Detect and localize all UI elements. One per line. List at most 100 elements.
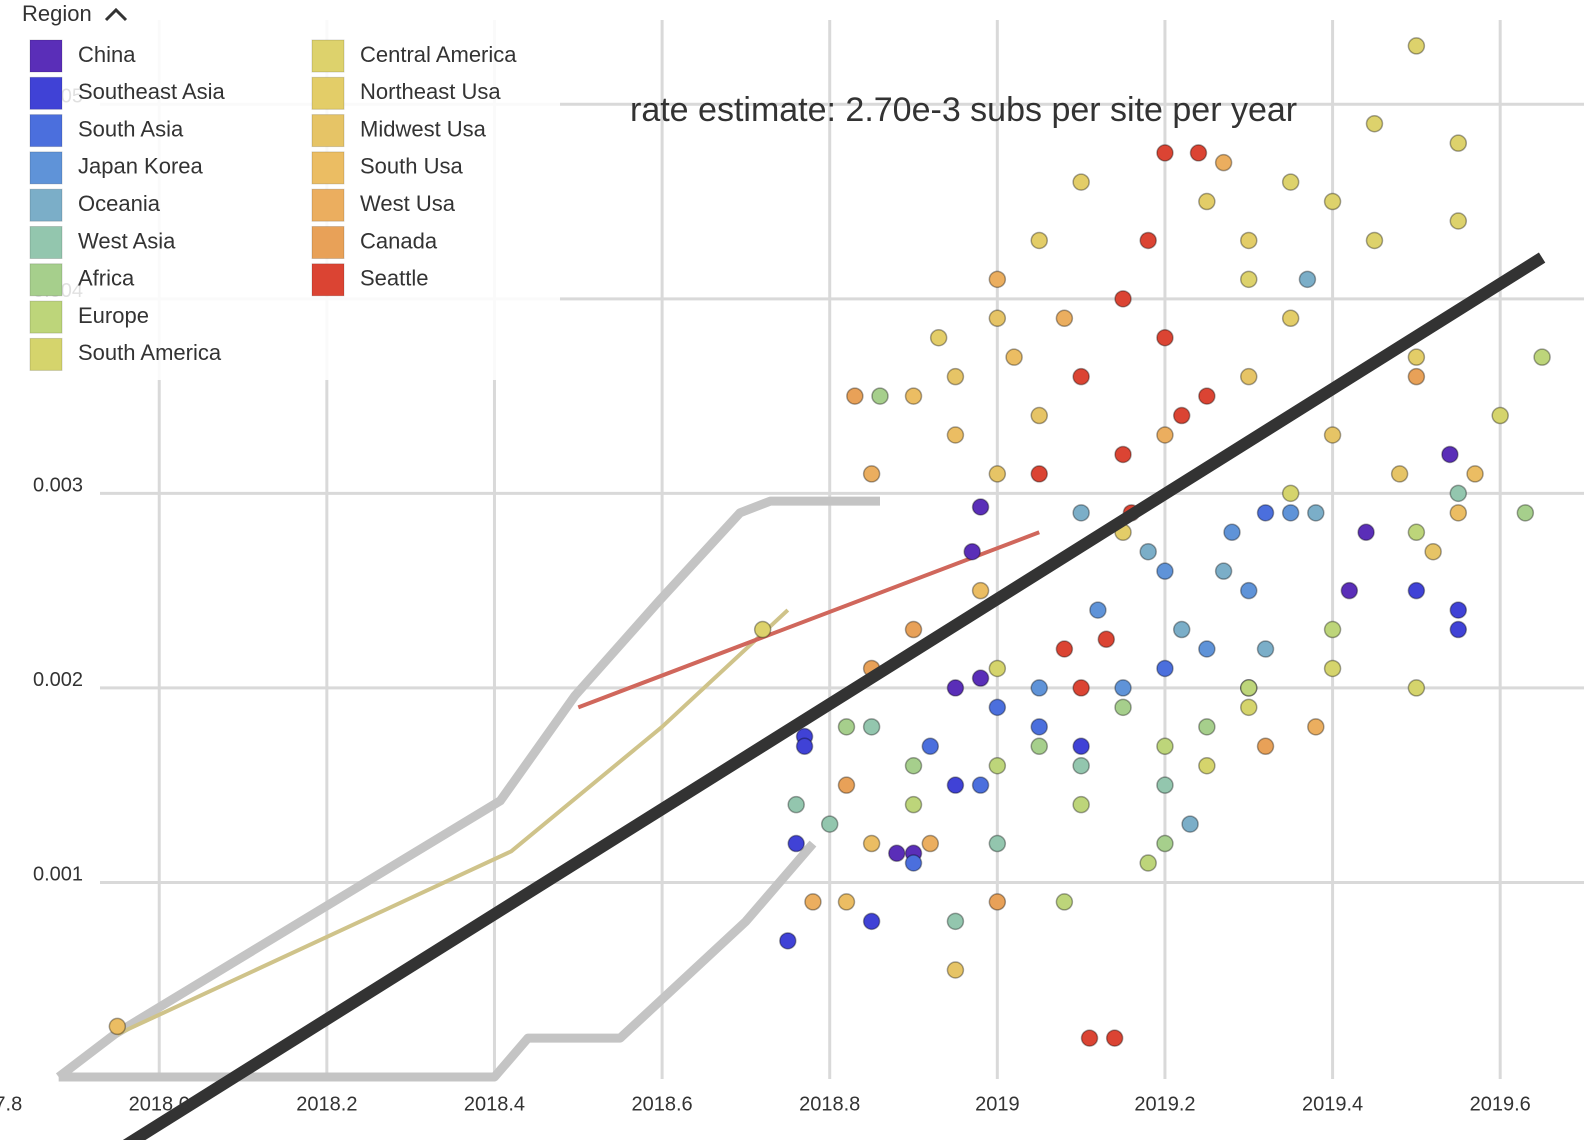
- tree-branch: [577, 530, 1040, 710]
- legend-toggle-caret[interactable]: [104, 7, 128, 22]
- tip-point: [1365, 231, 1384, 250]
- legend-swatch: [29, 151, 63, 185]
- legend-label: Oceania: [78, 191, 161, 216]
- tip-point: [1198, 718, 1216, 736]
- tip-point: [1072, 756, 1090, 775]
- legend-background: [0, 0, 560, 380]
- tip-point: [946, 679, 965, 697]
- tip-point: [1055, 640, 1074, 658]
- tip-point: [1156, 659, 1174, 678]
- legend-swatch: [311, 226, 345, 259]
- tip-point: [1139, 542, 1157, 561]
- tip-point: [787, 795, 805, 814]
- tip-point: [1030, 737, 1048, 756]
- tree-branches: [55, 496, 1040, 1082]
- tip-point: [1156, 328, 1174, 347]
- tip-point: [988, 270, 1007, 289]
- tip-point: [1240, 679, 1258, 697]
- tip-point: [1357, 523, 1375, 542]
- tip-point: [1005, 348, 1023, 366]
- tip-point: [1256, 737, 1275, 756]
- tip-point: [946, 426, 965, 444]
- x-tick-label: 2019.6: [1470, 1093, 1531, 1115]
- tip-point: [1105, 1029, 1124, 1047]
- tip-point: [1214, 562, 1233, 580]
- tip-point: [779, 932, 797, 950]
- tip-point: [1030, 231, 1048, 250]
- tip-point: [1323, 620, 1342, 639]
- legend-title[interactable]: Region: [22, 1, 92, 26]
- tree-branch: [116, 608, 790, 1037]
- tip-point: [1240, 698, 1258, 717]
- x-tick-label: 2019.4: [1302, 1093, 1363, 1115]
- tip-point: [1466, 465, 1484, 483]
- tip-point: [1323, 192, 1342, 211]
- tip-point: [862, 834, 881, 853]
- legend-swatch: [311, 151, 345, 185]
- tip-point: [1407, 523, 1426, 542]
- tip-point: [862, 912, 881, 931]
- tip-point: [1323, 426, 1342, 444]
- tip-point: [795, 737, 814, 756]
- tip-point: [1240, 367, 1258, 386]
- tip-point: [787, 834, 805, 853]
- legend-swatch: [29, 188, 63, 222]
- legend-label: South Usa: [360, 154, 463, 179]
- tip-point: [1156, 562, 1174, 580]
- tip-point: [904, 854, 923, 872]
- tip-point: [1256, 640, 1275, 658]
- legend-label: Midwest Usa: [360, 116, 487, 141]
- tip-point: [946, 367, 965, 386]
- tip-point: [804, 893, 822, 911]
- x-tick-label: 2019: [975, 1093, 1020, 1115]
- tip-point: [988, 465, 1007, 483]
- tip-point: [1323, 659, 1342, 678]
- legend-swatch: [311, 76, 345, 110]
- tip-point: [1156, 776, 1174, 794]
- tip-point: [1030, 679, 1048, 697]
- tip-point: [1407, 679, 1426, 697]
- x-tick-label: 2018.8: [799, 1093, 860, 1115]
- legend-swatch: [29, 300, 63, 334]
- tip-point: [1055, 309, 1074, 328]
- tip-point: [1198, 387, 1216, 405]
- tip-point: [846, 387, 864, 405]
- legend-swatch: [29, 114, 63, 148]
- tip-point: [1407, 37, 1426, 55]
- tip-point: [1198, 756, 1216, 775]
- tip-point: [1156, 834, 1174, 853]
- tip-point: [1030, 465, 1048, 483]
- legend-swatch: [311, 263, 345, 297]
- tip-point: [971, 581, 990, 600]
- legend-label: Japan Korea: [78, 154, 204, 179]
- tip-point: [921, 737, 940, 756]
- axes: 0.0010.0020.0030.0040.0052017.82018.0201…: [0, 86, 1531, 1116]
- tip-point: [988, 659, 1007, 678]
- tip-point: [1491, 406, 1509, 425]
- tip-point: [1298, 270, 1317, 289]
- tip-point: [1156, 737, 1174, 756]
- y-tick-label: 0.003: [33, 475, 83, 497]
- legend-label: South America: [78, 340, 222, 365]
- tip-point: [1407, 367, 1426, 386]
- legend-swatch: [29, 39, 63, 73]
- tip-point: [1172, 620, 1191, 639]
- tip-point: [1139, 231, 1157, 250]
- tip-point: [988, 309, 1007, 328]
- legend: Region China Southeast Asia South Asia Japa…: [0, 0, 560, 380]
- tip-point: [1072, 367, 1090, 386]
- tip-point: [1198, 192, 1216, 211]
- x-tick-label: 2018.4: [464, 1093, 525, 1115]
- legend-swatch: [311, 39, 345, 73]
- tip-point: [1281, 173, 1300, 191]
- tip-point: [1240, 270, 1258, 289]
- tip-point: [1072, 795, 1090, 814]
- rate-annotation: rate estimate: 2.70e-3 subs per site per…: [630, 91, 1297, 129]
- tip-point: [1072, 737, 1090, 756]
- tip-point: [1449, 504, 1468, 522]
- tip-point: [888, 844, 906, 863]
- legend-label: Southeast Asia: [78, 79, 226, 104]
- tip-point: [971, 498, 990, 516]
- tip-point: [1449, 601, 1468, 619]
